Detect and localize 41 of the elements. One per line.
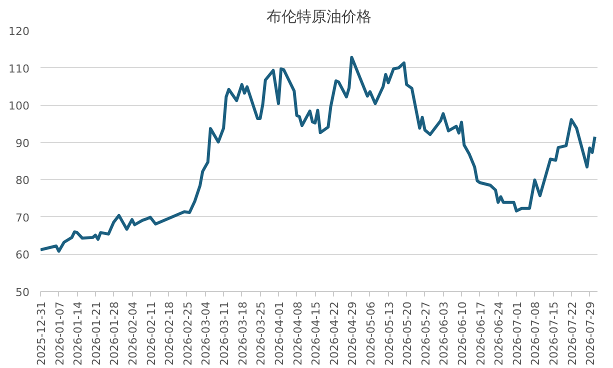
x-tick-label: 2026-07-15 bbox=[548, 301, 561, 366]
x-tick-label: 2026-03-25 bbox=[254, 301, 268, 366]
x-tick-label: 2026-06-17 bbox=[474, 301, 488, 366]
x-tick-label: 2026-04-29 bbox=[346, 301, 360, 366]
x-tick-label: 2025-12-31 bbox=[35, 301, 48, 366]
y-tick-label: 110 bbox=[8, 62, 30, 76]
chart-title: 布伦特原油价格 bbox=[266, 8, 372, 26]
y-tick-label: 80 bbox=[16, 174, 30, 188]
y-tick-label: 50 bbox=[16, 286, 30, 299]
x-tick-label: 2026-02-25 bbox=[181, 301, 194, 366]
x-tick-label: 2026-03-18 bbox=[236, 301, 250, 366]
x-tick-label: 2026-06-24 bbox=[492, 301, 506, 366]
y-tick-label: 100 bbox=[8, 100, 30, 113]
x-tick-label: 2026-03-11 bbox=[218, 301, 232, 366]
x-tick-label: 2026-02-04 bbox=[126, 301, 140, 366]
x-tick-label: 2026-07-08 bbox=[529, 301, 542, 366]
x-tick-label: 2026-03-04 bbox=[200, 301, 213, 366]
x-tick-label: 2026-04-01 bbox=[272, 301, 286, 366]
x-tick-label: 2026-04-15 bbox=[310, 301, 323, 366]
y-tick-label: 120 bbox=[8, 25, 30, 38]
x-tick-label: 2026-01-14 bbox=[72, 301, 85, 366]
x-tick-label: 2026-02-18 bbox=[163, 301, 176, 366]
x-tick-label: 2026-04-08 bbox=[291, 301, 304, 366]
x-tick-label: 2026-05-13 bbox=[382, 301, 396, 366]
x-tick-label: 2026-07-01 bbox=[510, 301, 524, 366]
x-tick-label: 2026-06-03 bbox=[438, 301, 451, 366]
x-tick-label: 2026-07-22 bbox=[566, 301, 579, 366]
x-tick-label: 2026-05-20 bbox=[401, 301, 414, 366]
x-tick-label: 2026-02-11 bbox=[144, 301, 158, 366]
x-tick-label: 2026-07-29 bbox=[584, 301, 598, 366]
line-series bbox=[40, 56, 596, 253]
x-tick-label: 2026-01-07 bbox=[53, 301, 66, 366]
y-tick-label: 70 bbox=[16, 211, 30, 224]
x-tick-label: 2026-06-10 bbox=[456, 301, 470, 366]
x-tick-label: 2026-05-06 bbox=[364, 301, 378, 366]
y-tick-label: 60 bbox=[16, 248, 30, 262]
x-tick-label: 2026-01-21 bbox=[90, 301, 103, 366]
x-tick-label: 2026-05-27 bbox=[419, 301, 432, 366]
x-tick-label: 2026-01-28 bbox=[108, 301, 122, 366]
y-tick-label: 90 bbox=[16, 136, 30, 150]
x-tick-label: 2026-04-22 bbox=[328, 301, 341, 366]
